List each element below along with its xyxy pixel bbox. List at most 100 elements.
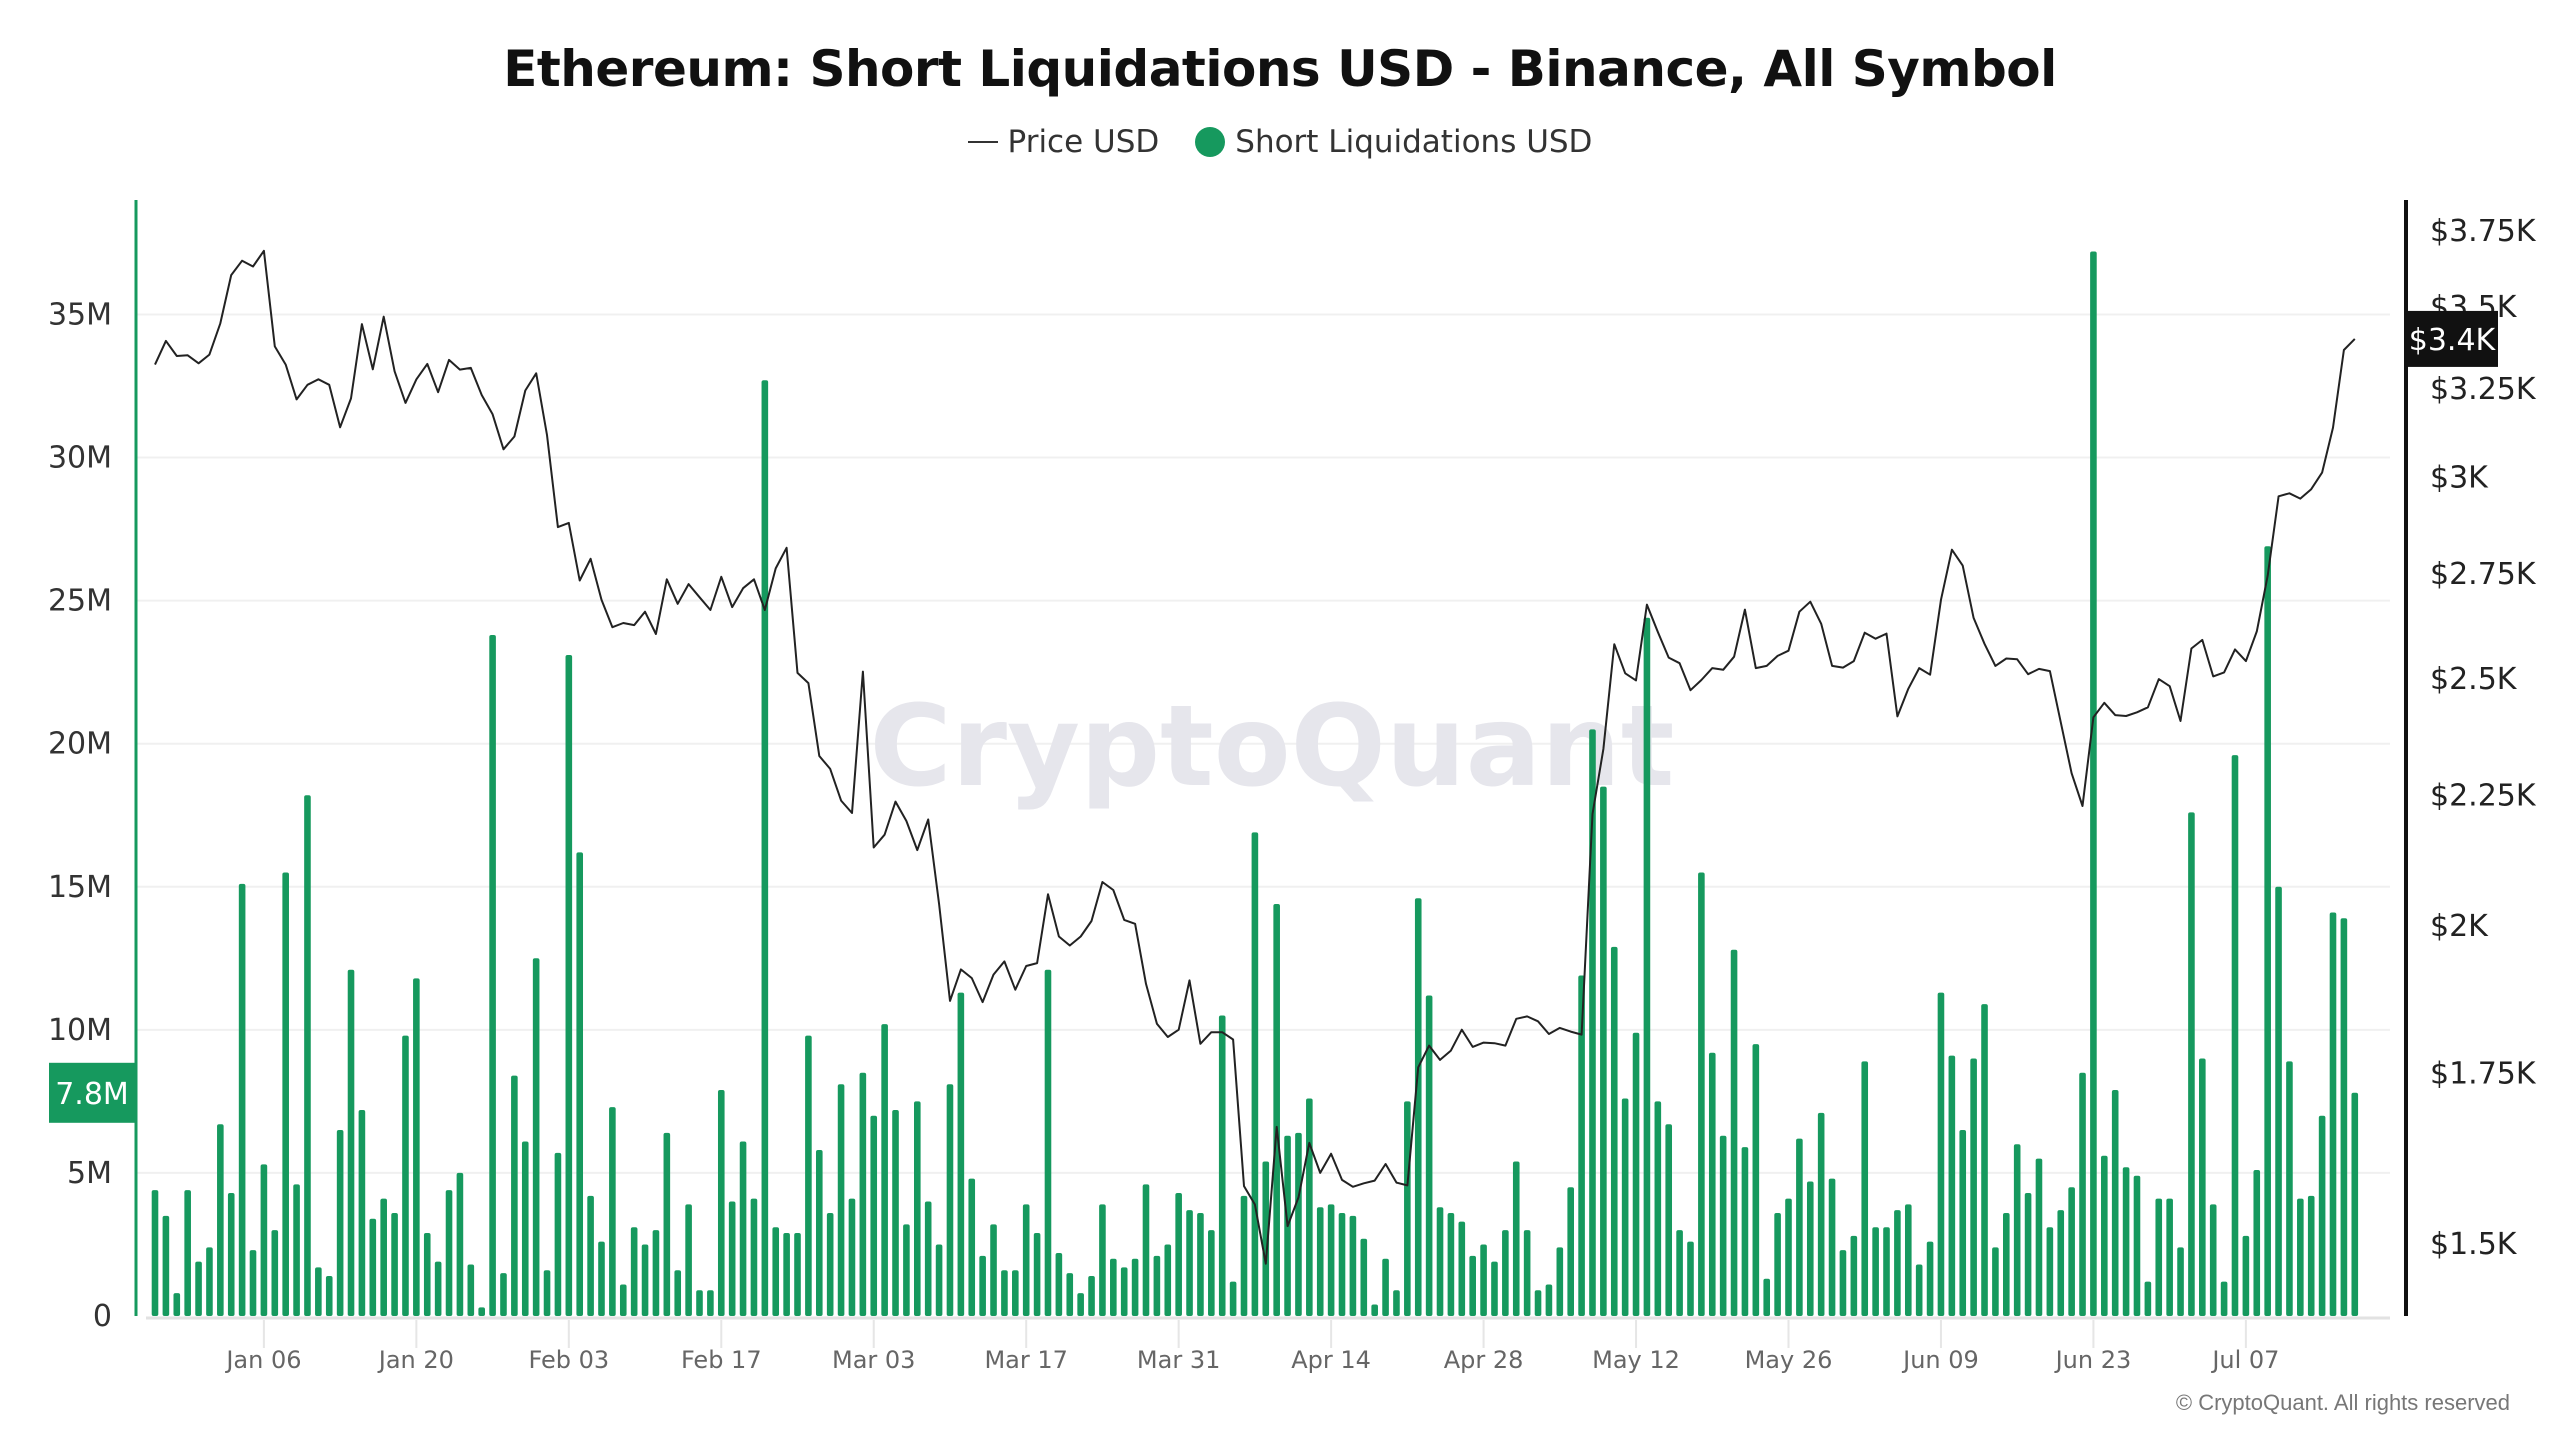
liquidation-bar xyxy=(761,380,769,1316)
liquidation-bar xyxy=(2090,251,2097,1316)
liquidation-bar xyxy=(1774,1212,1781,1316)
liquidation-bar xyxy=(1665,1124,1673,1316)
liquidation-bar xyxy=(1186,1210,1193,1316)
liquidation-bar xyxy=(859,1072,867,1316)
legend-label-price: Price USD xyxy=(1007,124,1160,160)
liquidation-bar xyxy=(1534,1290,1542,1316)
liquidation-bar xyxy=(739,1141,747,1316)
liquidation-bar xyxy=(1491,1261,1498,1316)
y-right-tick-label: $3.75K xyxy=(2430,214,2537,249)
liquidation-bar xyxy=(1698,872,1705,1316)
liquidation-bar xyxy=(914,1101,921,1316)
liquidation-bar xyxy=(707,1290,714,1316)
last-value-label-liquidations: 7.8M xyxy=(55,1077,129,1112)
y-left-tick-label: 25M xyxy=(48,584,112,619)
legend-label-short-liquidations: Short Liquidations USD xyxy=(1235,124,1593,160)
liquidation-bar xyxy=(2286,1061,2293,1316)
liquidation-bar xyxy=(1273,903,1280,1316)
liquidation-bar xyxy=(260,1164,268,1316)
liquidation-bar xyxy=(1055,1253,1063,1316)
dot-swatch-icon xyxy=(1195,127,1226,157)
y-right-tick-label: $2.75K xyxy=(2430,557,2537,592)
liquidation-bar xyxy=(1338,1212,1346,1316)
liquidation-bar xyxy=(1817,1112,1825,1316)
liquidation-bar xyxy=(271,1230,279,1316)
liquidation-bar xyxy=(1012,1270,1019,1316)
y-right-tick-label: $3.25K xyxy=(2430,372,2537,407)
liquidation-bar xyxy=(1436,1207,1444,1316)
legend-item-price[interactable]: Price USD xyxy=(967,124,1160,160)
liquidation-bar xyxy=(1218,1015,1226,1316)
liquidation-bar xyxy=(794,1233,801,1316)
liquidation-bar xyxy=(2035,1158,2043,1316)
liquidation-bar xyxy=(1763,1278,1771,1316)
y-right-tick-label: $2.25K xyxy=(2430,779,2537,814)
liquidation-bar xyxy=(1469,1255,1476,1316)
liquidation-bar xyxy=(1360,1238,1368,1316)
liquidation-bar xyxy=(2275,886,2282,1316)
liquidation-bar xyxy=(783,1233,790,1316)
liquidation-bar xyxy=(1153,1255,1161,1316)
liquidation-bar xyxy=(1904,1204,1912,1316)
liquidation-bar xyxy=(2242,1235,2250,1316)
liquidation-bar xyxy=(1894,1210,1901,1316)
y-left-tick-label: 0 xyxy=(93,1299,112,1334)
liquidation-bar xyxy=(336,1130,344,1316)
liquidation-bar xyxy=(674,1270,682,1316)
liquidation-bar xyxy=(2329,912,2337,1316)
liquidation-bar xyxy=(837,1084,845,1316)
legend-item-short-liquidations[interactable]: Short Liquidations USD xyxy=(1195,124,1592,160)
liquidation-bar xyxy=(1131,1258,1139,1316)
liquidation-bar xyxy=(1654,1101,1662,1316)
liquidation-bar xyxy=(184,1190,191,1316)
liquidation-bar xyxy=(641,1244,649,1316)
liquidation-bar xyxy=(1610,946,1618,1316)
liquidation-bar xyxy=(881,1024,888,1316)
liquidation-bar xyxy=(1022,1204,1030,1316)
legend: Price USD Short Liquidations USD xyxy=(0,124,2560,160)
liquidation-bar xyxy=(1741,1147,1749,1316)
liquidation-bar xyxy=(2307,1195,2315,1316)
liquidation-bar xyxy=(2024,1192,2032,1316)
liquidation-bar xyxy=(924,1201,932,1316)
x-tick-label: Mar 31 xyxy=(1137,1346,1220,1374)
liquidation-bar xyxy=(1872,1227,1879,1316)
liquidation-bar xyxy=(609,1107,616,1316)
x-tick-label: Jun 09 xyxy=(1901,1346,1979,1374)
liquidation-bar xyxy=(1099,1204,1106,1316)
liquidation-bar xyxy=(1556,1247,1564,1316)
liquidation-bar xyxy=(1371,1304,1378,1316)
liquidation-bar xyxy=(717,1089,725,1316)
liquidation-bar xyxy=(1926,1241,1934,1316)
liquidation-bar xyxy=(162,1215,170,1316)
liquidation-bar xyxy=(903,1224,910,1316)
liquidation-bar xyxy=(1806,1181,1814,1316)
liquidation-bar xyxy=(619,1284,627,1316)
liquidation-bar xyxy=(2340,918,2348,1316)
liquidation-bar xyxy=(1861,1061,1869,1316)
liquidation-bar xyxy=(1828,1178,1836,1316)
liquidation-bar xyxy=(1349,1215,1357,1316)
liquidation-bar xyxy=(728,1201,736,1316)
last-value-badge-price xyxy=(2406,310,2498,367)
liquidation-bar xyxy=(1197,1212,1204,1316)
y-right-tick-label: $1.5K xyxy=(2430,1227,2518,1262)
liquidation-bar xyxy=(815,1150,823,1316)
liquidation-bar xyxy=(1229,1281,1237,1316)
liquidation-bar xyxy=(1915,1264,1923,1316)
liquidation-bar xyxy=(489,634,496,1316)
liquidation-bar xyxy=(1687,1241,1694,1316)
liquidation-bar xyxy=(206,1247,213,1316)
liquidation-bar xyxy=(543,1270,551,1316)
liquidation-bar xyxy=(1240,1195,1248,1316)
liquidation-bar xyxy=(1719,1135,1727,1316)
liquidation-bar xyxy=(1404,1101,1411,1316)
liquidation-bar xyxy=(2013,1144,2021,1316)
liquidation-bar xyxy=(870,1115,878,1316)
liquidation-bar xyxy=(1425,995,1433,1316)
liquidation-bar xyxy=(892,1109,899,1316)
x-tick-label: Jan 06 xyxy=(224,1346,301,1374)
liquidation-bar xyxy=(1088,1275,1095,1316)
liquidation-bar xyxy=(772,1227,780,1316)
liquidation-bar xyxy=(1785,1198,1792,1316)
